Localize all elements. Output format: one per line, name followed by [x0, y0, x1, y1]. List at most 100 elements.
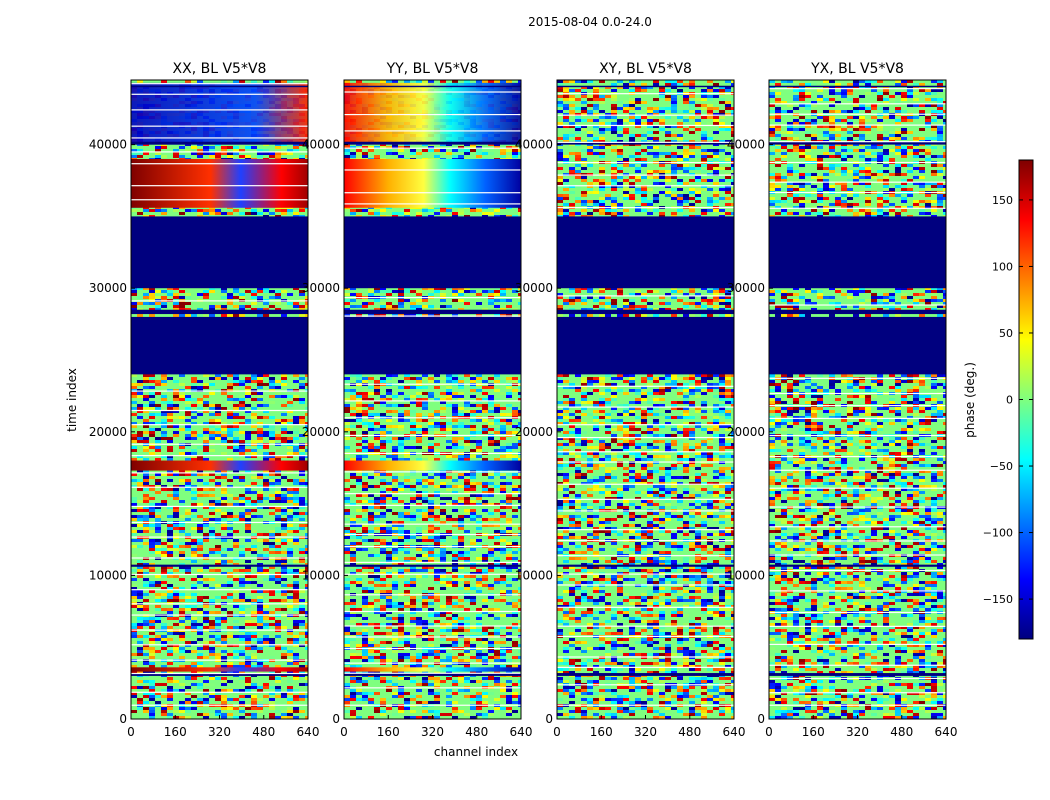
noise-cell [275, 290, 281, 293]
noise-cell [476, 149, 482, 152]
noise-cell [221, 524, 227, 527]
noise-cell [275, 515, 281, 518]
noise-cell [161, 566, 167, 569]
noise-cell [185, 482, 191, 485]
noise-cell [440, 287, 446, 290]
noise-cell [131, 545, 137, 548]
noise-cell [167, 707, 173, 710]
noise-cell [179, 482, 185, 485]
noise-cell [227, 644, 233, 647]
noise-cell [257, 662, 263, 665]
noise-cell [251, 293, 257, 296]
noise-cell [356, 155, 362, 158]
noise-cell [203, 152, 209, 155]
noise-cell [287, 707, 293, 710]
noise-cell [275, 677, 281, 680]
noise-cell [149, 662, 155, 665]
noise-cell [131, 710, 137, 713]
noise-cell [293, 689, 299, 692]
noise-cell [293, 695, 299, 698]
noise-cell [155, 581, 161, 584]
noise-cell [233, 383, 239, 386]
noise-cell [221, 515, 227, 518]
noise-cell [410, 80, 416, 83]
noise-cell [221, 701, 227, 704]
noise-cell [257, 395, 263, 398]
noise-cell [167, 377, 173, 380]
noise-cell [227, 662, 233, 665]
noise-cell [257, 494, 263, 497]
noise-cell [305, 545, 308, 548]
noise-cell [239, 398, 245, 401]
noise-cell [269, 470, 275, 473]
noise-cell [281, 518, 287, 521]
noise-cell [203, 473, 209, 476]
noise-cell [305, 581, 308, 584]
noise-cell [422, 287, 428, 290]
noise-cell [350, 287, 356, 290]
noise-cell [167, 392, 173, 395]
noise-cell [305, 632, 308, 635]
noise-cell [239, 212, 245, 215]
noise-cell [179, 530, 185, 533]
noise-cell [191, 701, 197, 704]
noise-cell [251, 701, 257, 704]
noise-cell [416, 293, 422, 296]
noise-cell [398, 293, 404, 296]
x-tick-label: 0 [127, 725, 135, 739]
noise-cell [269, 152, 275, 155]
noise-cell [173, 497, 179, 500]
noise-cell [281, 572, 287, 575]
noise-cell [161, 380, 167, 383]
noise-cell [488, 212, 494, 215]
noise-cell [191, 383, 197, 386]
noise-cell [263, 533, 269, 536]
noise-cell [197, 527, 203, 530]
noise-cell [476, 152, 482, 155]
noise-cell [245, 395, 251, 398]
noise-cell [257, 647, 263, 650]
noise-cell [191, 503, 197, 506]
noise-cell [161, 548, 167, 551]
noise-cell [506, 155, 512, 158]
scan-gap [131, 614, 308, 616]
noise-cell [149, 422, 155, 425]
noise-cell [185, 620, 191, 623]
noise-cell [143, 509, 149, 512]
noise-cell [203, 539, 209, 542]
noise-cell [167, 533, 173, 536]
noise-cell [269, 416, 275, 419]
noise-cell [197, 539, 203, 542]
noise-cell [458, 290, 464, 293]
noise-cell [185, 590, 191, 593]
noise-cell [233, 716, 239, 719]
noise-cell [185, 395, 191, 398]
noise-cell [257, 563, 263, 566]
noise-cell [275, 647, 281, 650]
noise-cell [257, 506, 263, 509]
noise-cell [257, 533, 263, 536]
noise-cell [299, 503, 305, 506]
noise-cell [263, 473, 269, 476]
noise-cell [155, 509, 161, 512]
noise-cell [305, 665, 308, 668]
noise-cell [143, 506, 149, 509]
noise-cell [281, 599, 287, 602]
noise-cell [452, 80, 458, 83]
noise-cell [149, 374, 155, 377]
noise-cell [263, 488, 269, 491]
noise-cell [155, 209, 161, 212]
noise-cell [203, 566, 209, 569]
y-tick-label: 40000 [89, 138, 127, 152]
noise-cell [191, 431, 197, 434]
noise-cell [209, 587, 215, 590]
noise-cell [149, 524, 155, 527]
noise-cell [209, 548, 215, 551]
noise-cell [131, 671, 137, 674]
noise-cell [305, 569, 308, 572]
noise-cell [209, 554, 215, 557]
noise-cell [305, 314, 308, 317]
noise-cell [173, 644, 179, 647]
flagged-band [131, 316, 308, 375]
noise-cell [161, 554, 167, 557]
